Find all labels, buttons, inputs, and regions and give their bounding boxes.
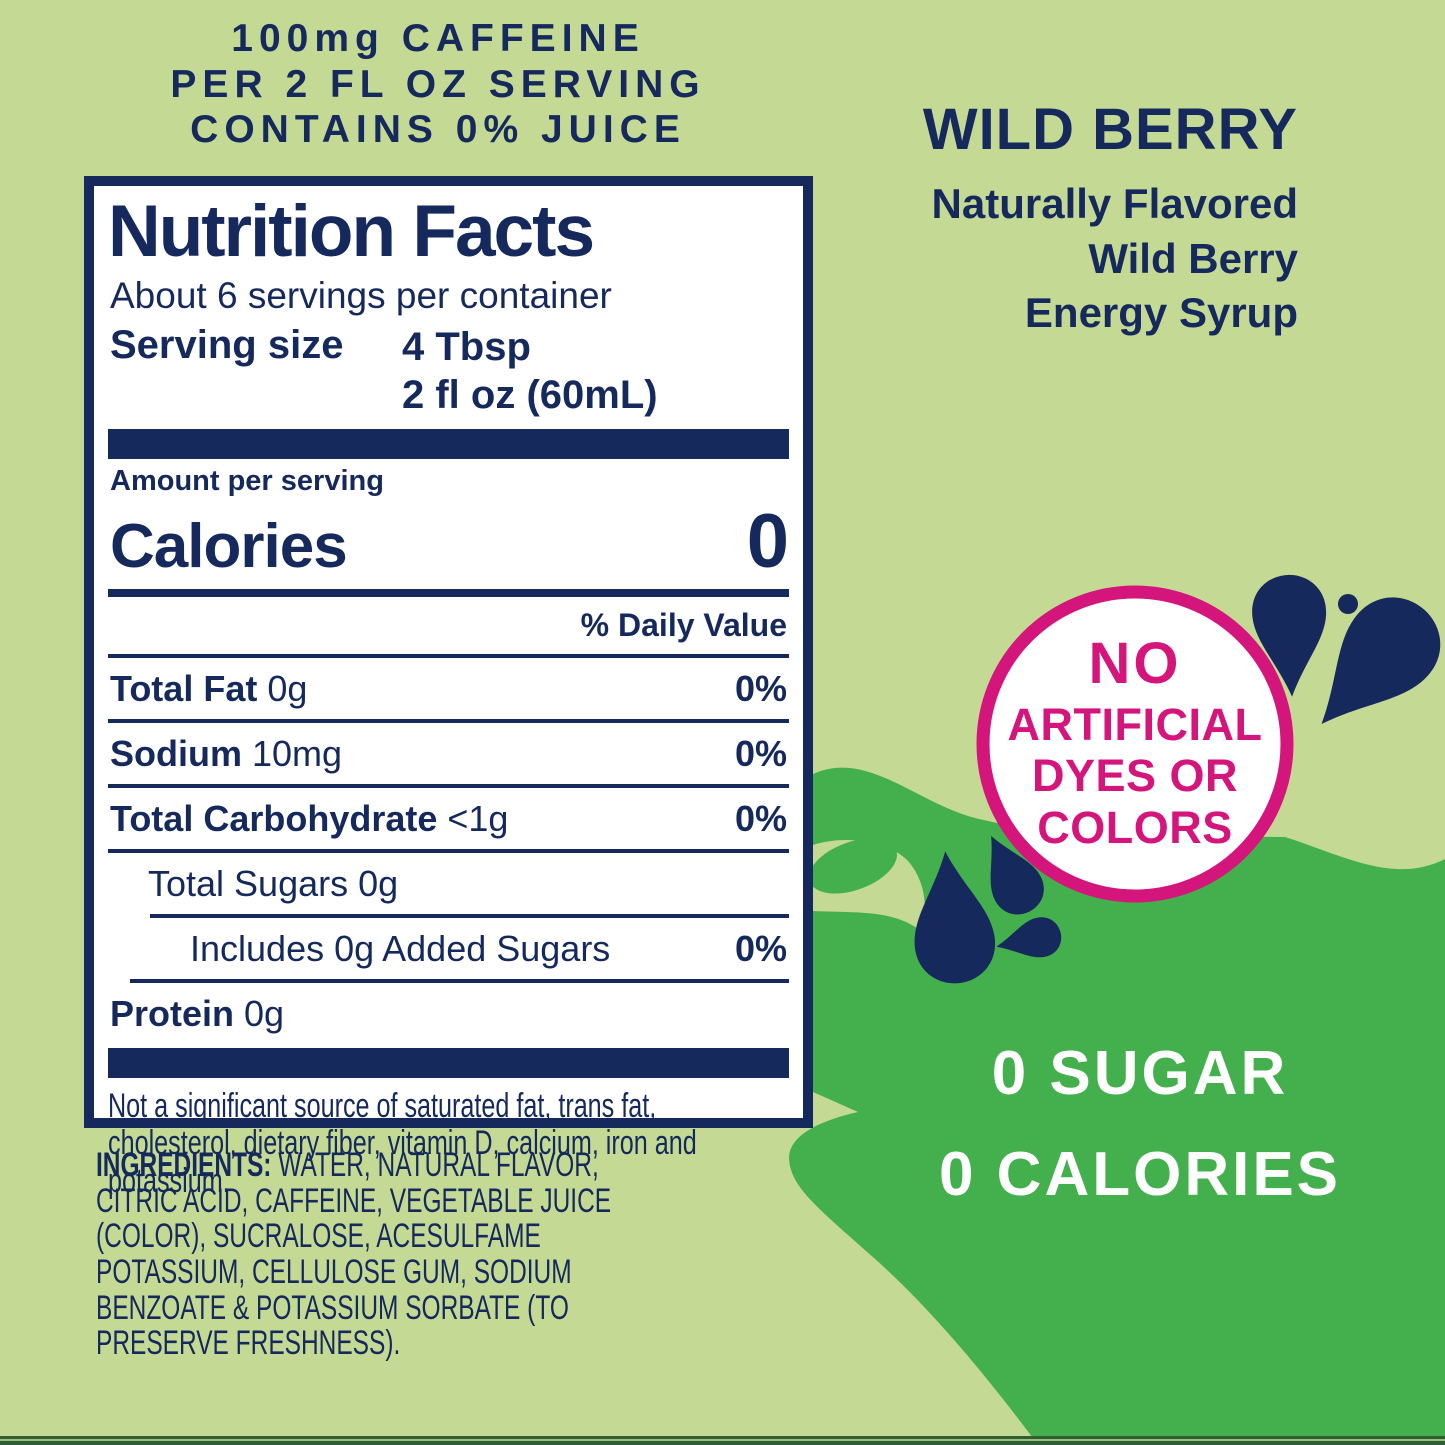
badge-circle xyxy=(976,585,1294,903)
nutrient-dv: 0% xyxy=(734,667,787,709)
droplet-icon xyxy=(1321,597,1441,725)
rule-indented xyxy=(150,913,789,918)
thick-rule xyxy=(108,588,789,597)
serving-size-row: Serving size 4 Tbsp 2 fl oz (60mL) xyxy=(110,323,789,419)
nutrition-row-total-fat: Total Fat 0g 0% xyxy=(108,658,789,719)
calories-label: Calories xyxy=(110,511,348,581)
no-artificial-dyes-badge: NO ARTIFICIAL DYES OR COLORS xyxy=(975,622,1295,866)
ingredients-label: INGREDIENTS: xyxy=(96,1146,272,1184)
calories-value: 0 xyxy=(746,498,789,584)
divider-bar xyxy=(108,428,789,459)
green-bump-shape xyxy=(809,838,897,894)
flavor-subtitle: Naturally Flavored Wild Berry Energy Syr… xyxy=(931,180,1298,337)
nutrient-label: Total Sugars xyxy=(148,862,349,904)
serving-size-label: Serving size xyxy=(110,322,344,367)
serving-size-value: 4 Tbsp 2 fl oz (60mL) xyxy=(402,324,658,417)
nutrient-label: Total Carbohydrate xyxy=(110,797,438,839)
zero-calories-claim: 0 CALORIES xyxy=(938,1140,1342,1209)
amount-per-serving-label: Amount per serving xyxy=(110,464,384,497)
nutrient-dv: 0% xyxy=(734,797,787,839)
nutrition-row-protein: Protein 0g xyxy=(108,983,789,1044)
rule xyxy=(108,848,789,853)
badge-lines: ARTIFICIAL DYES OR COLORS xyxy=(1007,699,1263,853)
ingredients-list: WATER, NATURAL FLAVOR, CITRIC ACID, CAFF… xyxy=(96,1146,612,1363)
ingredients-text: INGREDIENTS: WATER, NATURAL FLAVOR, CITR… xyxy=(96,1146,773,1363)
rule xyxy=(108,718,789,723)
nutrient-amount: 0g xyxy=(267,667,308,709)
nutrient-amount: 10mg xyxy=(252,732,343,774)
droplet-icon xyxy=(914,851,996,984)
caffeine-note: 100mg CAFFEINE PER 2 FL OZ SERVING CONTA… xyxy=(170,17,706,152)
droplet-dot-icon xyxy=(1338,594,1358,614)
nutrient-amount: <1g xyxy=(447,797,509,839)
droplet-icon xyxy=(990,835,1044,915)
badge-line-no: NO xyxy=(1088,631,1182,697)
nutrient-label: Protein xyxy=(110,992,235,1034)
daily-value-header: % Daily Value xyxy=(108,601,789,658)
nutrition-facts-title: Nutrition Facts xyxy=(108,191,595,272)
nutrition-footnote: Not a significant source of saturated fa… xyxy=(108,1086,697,1200)
nutrient-amount: 0g xyxy=(244,992,285,1034)
nutrient-dv: 0% xyxy=(734,732,787,774)
claims: 0 SUGAR 0 CALORIES xyxy=(860,1038,1420,1210)
splash-droplets xyxy=(914,574,1441,984)
droplet-icon xyxy=(1252,574,1327,697)
nutrition-row-total-sugars: Total Sugars 0g xyxy=(108,853,789,914)
nutrient-dv: 0% xyxy=(734,927,787,969)
nutrient-label: Sodium xyxy=(110,732,242,774)
nutrition-facts-panel: Nutrition Facts About 6 servings per con… xyxy=(84,176,813,1199)
flavor-title: WILD BERRY xyxy=(922,97,1298,162)
zero-sugar-claim: 0 SUGAR xyxy=(991,1039,1289,1108)
rule xyxy=(108,783,789,788)
nutrient-label: Includes 0g Added Sugars xyxy=(190,927,611,969)
servings-per-container: About 6 servings per container xyxy=(110,274,612,316)
bottom-edge-strip xyxy=(0,1436,1445,1445)
rule-indented xyxy=(130,978,789,983)
nutrient-label: Total Fat xyxy=(110,667,258,709)
nutrition-row-total-carbohydrate: Total Carbohydrate <1g 0% xyxy=(108,788,789,849)
divider-bar xyxy=(108,1047,789,1078)
droplet-icon xyxy=(996,917,1062,958)
nutrient-amount: 0g xyxy=(358,862,399,904)
calories-row: Calories 0 xyxy=(110,498,789,585)
nutrition-row-added-sugars: Includes 0g Added Sugars 0% xyxy=(108,918,789,979)
nutrition-row-sodium: Sodium 10mg 0% xyxy=(108,723,789,784)
flavor-heading: WILD BERRY Naturally Flavored Wild Berry… xyxy=(923,96,1298,341)
